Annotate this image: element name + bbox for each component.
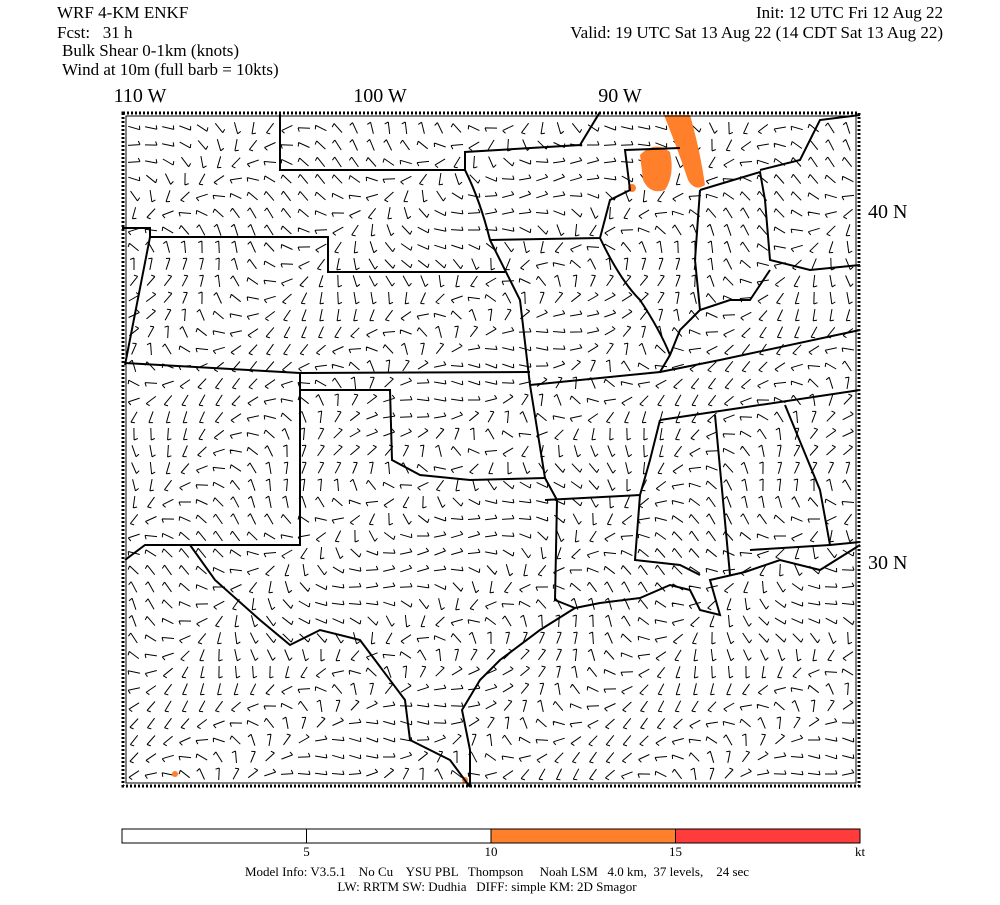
- map-frame: [121, 111, 861, 788]
- colorbar-unit: kt: [855, 844, 866, 859]
- shear-shading: [172, 115, 705, 783]
- coastline: [460, 544, 861, 787]
- model-info: Model Info: V3.5.1 No Cu YSU PBL Thompso…: [245, 864, 749, 879]
- physics-info: LW: RRTM SW: Dudhia DIFF: simple KM: 2D …: [337, 879, 637, 894]
- shear-area: [664, 115, 705, 188]
- latitude-label: 40 N: [868, 201, 907, 223]
- field-name: Bulk Shear 0-1km (knots): [62, 41, 239, 60]
- colorbar-tick-label: 10: [485, 844, 498, 859]
- shear-area: [172, 771, 178, 777]
- shear-area: [640, 146, 672, 192]
- colorbar-tick-label: 5: [303, 844, 310, 859]
- map-frame-inner: [125, 115, 857, 784]
- forecast-hour: Fcst: 31 h: [57, 23, 133, 42]
- wind-barbs: [127, 121, 855, 781]
- colorbar-segment: [675, 828, 861, 844]
- barb-field: [127, 121, 855, 781]
- colorbar-tick-label: 15: [669, 844, 682, 859]
- overlay-name: Wind at 10m (full barb = 10kts): [62, 60, 279, 79]
- state-borders: [122, 111, 861, 788]
- colorbar-segment: [121, 828, 307, 844]
- colorbar: 5 10 15 kt: [121, 828, 866, 859]
- longitude-label: 100 W: [353, 85, 407, 107]
- colorbar-segment: [306, 828, 492, 844]
- colorbar-segment: [490, 828, 676, 844]
- latitude-label: 30 N: [868, 552, 907, 574]
- model-name: WRF 4-KM ENKF: [57, 3, 188, 22]
- valid-time: Valid: 19 UTC Sat 13 Aug 22 (14 CDT Sat …: [570, 23, 943, 42]
- longitude-label: 110 W: [114, 85, 167, 107]
- init-time: Init: 12 UTC Fri 12 Aug 22: [756, 3, 943, 22]
- longitude-label: 90 W: [598, 85, 642, 107]
